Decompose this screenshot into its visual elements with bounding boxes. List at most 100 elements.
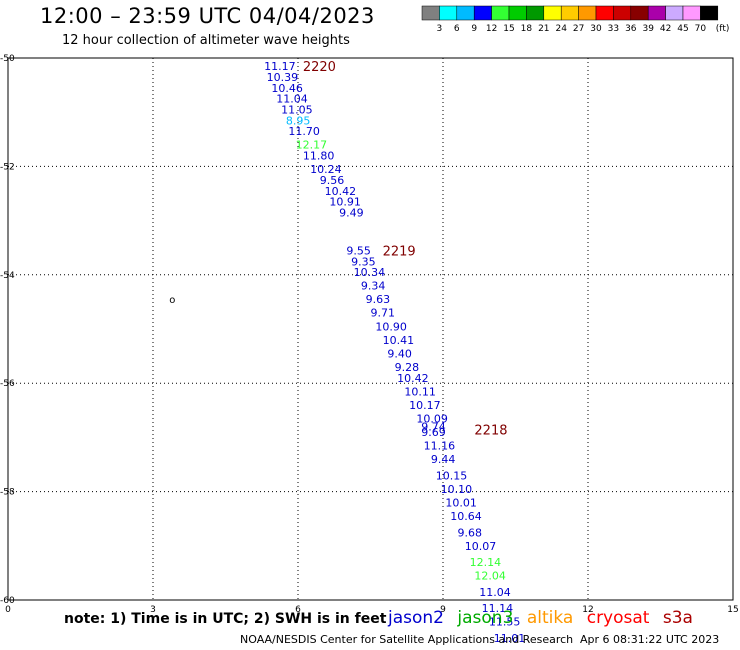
wave-height-label: 11.70 bbox=[288, 125, 320, 138]
wave-height-label: 12.17 bbox=[296, 139, 328, 152]
wave-height-label: 10.09 bbox=[416, 412, 448, 425]
legend-jason3: jason3 bbox=[457, 608, 514, 628]
color-scale-label: 33 bbox=[608, 24, 619, 34]
color-scale-swatch bbox=[491, 5, 510, 21]
wave-height-label: 10.64 bbox=[450, 510, 482, 523]
plot-frame bbox=[7, 57, 734, 601]
x-tick-label: 6 bbox=[295, 605, 301, 615]
color-scale-unit: (ft) bbox=[716, 24, 730, 34]
wave-height-label: 12.14 bbox=[470, 556, 502, 569]
x-tick-label: 0 bbox=[5, 605, 11, 615]
wave-height-label: 11.80 bbox=[303, 150, 335, 163]
y-tick-label: -52 bbox=[0, 162, 15, 172]
wave-height-label: 11.16 bbox=[424, 440, 456, 453]
wave-height-label: 10.15 bbox=[436, 469, 468, 482]
wave-height-label: 11.55 bbox=[489, 616, 520, 629]
color-scale-swatch bbox=[630, 5, 649, 21]
track-label: 2219 bbox=[383, 244, 416, 259]
track-label: 2220 bbox=[303, 60, 336, 75]
x-tick-label: 9 bbox=[440, 605, 446, 615]
wave-height-label: 10.34 bbox=[354, 266, 386, 279]
color-scale-label: 9 bbox=[471, 24, 477, 34]
wave-height-label: 10.10 bbox=[441, 483, 473, 496]
wave-height-label: 9.69 bbox=[421, 426, 446, 439]
wave-height-label: 9.34 bbox=[361, 280, 386, 293]
wave-height-label: 10.42 bbox=[397, 372, 429, 385]
color-scale-swatch bbox=[682, 5, 701, 21]
x-tick-label: 3 bbox=[150, 605, 156, 615]
color-scale-label: 3 bbox=[437, 24, 443, 34]
wave-height-label: 10.90 bbox=[375, 320, 407, 333]
legend-s3a: s3a bbox=[662, 608, 693, 628]
color-scale-swatch bbox=[665, 5, 684, 21]
color-scale-label: 36 bbox=[625, 24, 637, 34]
wave-height-label: 11.01 bbox=[494, 632, 526, 645]
wave-height-label: 9.55 bbox=[346, 244, 371, 257]
color-scale-label: 24 bbox=[555, 24, 567, 34]
wave-height-label: 9.68 bbox=[458, 526, 483, 539]
color-scale-label: 39 bbox=[642, 24, 654, 34]
color-scale-swatch bbox=[543, 5, 562, 21]
color-scale-swatch bbox=[473, 5, 492, 21]
legend-cryosat: cryosat bbox=[586, 608, 650, 628]
timestamp-text: Apr 6 08:31:22 UTC 2023 bbox=[580, 633, 720, 646]
color-scale-swatch bbox=[647, 5, 666, 21]
wave-height-label: 11.14 bbox=[482, 602, 513, 615]
credit-text: NOAA/NESDIS Center for Satellite Applica… bbox=[240, 633, 574, 646]
wave-height-label: 11.17 bbox=[264, 60, 296, 73]
wave-height-label: 12.04 bbox=[474, 570, 506, 583]
wave-height-label: 9.56 bbox=[320, 174, 345, 187]
wave-height-label: 9.74 bbox=[421, 421, 446, 434]
wave-height-label: 9.35 bbox=[351, 255, 376, 268]
color-scale-swatch bbox=[439, 5, 458, 21]
wave-height-label: 10.39 bbox=[267, 71, 299, 84]
y-tick-label: -60 bbox=[0, 596, 15, 606]
color-scale-label: 27 bbox=[573, 24, 584, 34]
y-tick-label: -58 bbox=[0, 488, 15, 498]
color-scale-swatch bbox=[421, 5, 440, 21]
wave-height-label: 9.63 bbox=[366, 293, 391, 306]
land-marker: o bbox=[169, 295, 175, 306]
color-scale-swatch bbox=[508, 5, 527, 21]
wave-height-label: 9.28 bbox=[395, 361, 420, 374]
wave-height-label: 10.07 bbox=[465, 540, 497, 553]
color-scale-swatch bbox=[613, 5, 632, 21]
color-scale-label: 45 bbox=[677, 24, 688, 34]
chart-title: 12:00 – 23:59 UTC 04/04/2023 bbox=[40, 4, 375, 28]
wave-height-label: 9.44 bbox=[431, 453, 456, 466]
wave-height-label: 10.11 bbox=[404, 385, 436, 398]
color-scale-swatch bbox=[456, 5, 475, 21]
y-tick-label: -50 bbox=[0, 54, 15, 64]
color-scale-label: 21 bbox=[538, 24, 549, 34]
color-scale-label: 18 bbox=[521, 24, 533, 34]
color-scale-swatch bbox=[700, 5, 719, 21]
track-label: 2218 bbox=[474, 423, 507, 438]
color-scale-swatch bbox=[578, 5, 597, 21]
wave-height-label: 10.42 bbox=[325, 185, 357, 198]
color-scale-label: 30 bbox=[590, 24, 602, 34]
wave-height-label: 8.95 bbox=[286, 114, 311, 127]
wave-height-label: 11.05 bbox=[281, 103, 313, 116]
color-scale-label: 15 bbox=[503, 24, 514, 34]
legend-jason2: jason2 bbox=[388, 608, 444, 628]
color-scale-label: 6 bbox=[454, 24, 460, 34]
footnote: note: 1) Time is in UTC; 2) SWH is in fe… bbox=[64, 611, 387, 627]
color-scale-label: 42 bbox=[660, 24, 671, 34]
color-scale-label: 70 bbox=[695, 24, 707, 34]
wave-height-label: 9.71 bbox=[371, 307, 396, 320]
x-tick-label: 12 bbox=[582, 605, 593, 615]
chart-subtitle: 12 hour collection of altimeter wave hei… bbox=[62, 33, 350, 48]
wave-height-label: 11.04 bbox=[276, 93, 308, 106]
wave-height-label: 10.01 bbox=[445, 496, 477, 509]
wave-height-label: 10.46 bbox=[271, 82, 303, 95]
color-scale-swatch bbox=[560, 5, 579, 21]
wave-height-label: 10.17 bbox=[409, 399, 441, 412]
y-tick-label: -54 bbox=[0, 271, 15, 281]
wave-height-label: 9.49 bbox=[339, 206, 364, 219]
x-tick-label: 15 bbox=[727, 605, 738, 615]
color-scale-swatch bbox=[595, 5, 614, 21]
wave-height-label: 9.40 bbox=[387, 347, 412, 360]
wave-height-label: 10.91 bbox=[329, 196, 361, 209]
satellite-legend: jason2 jason3 altika cryosat s3a bbox=[388, 608, 701, 628]
